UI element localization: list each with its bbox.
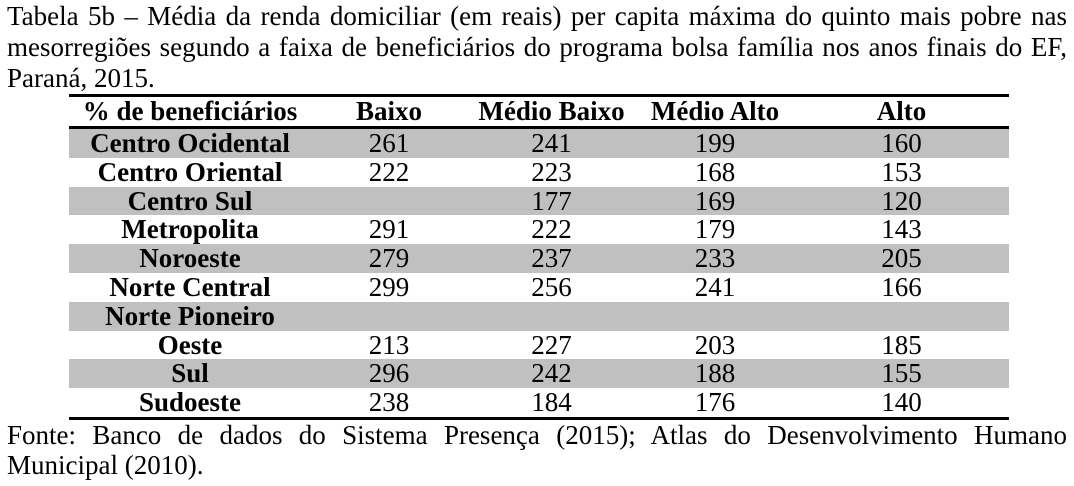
table-row-centro-oriental: Centro Oriental 222 223 168 153: [69, 158, 1009, 187]
cell-baixo: 238: [368, 388, 410, 417]
cell-medio-alto: 188: [694, 359, 736, 389]
cell-medio-baixo: 241: [531, 129, 572, 158]
cell-baixo: [311, 302, 467, 331]
cell-medio-baixo: 256: [531, 272, 572, 302]
cell-alto: 166: [881, 272, 922, 302]
cell-alto: 185: [881, 330, 922, 360]
cell-medio-baixo: 227: [531, 330, 572, 360]
cell-medio-baixo: 177: [531, 186, 572, 216]
cell-alto: [794, 302, 1009, 331]
cell-medio-alto: 203: [694, 330, 736, 360]
cell-alto: 140: [881, 388, 922, 417]
column-header-medio-baixo: Médio Baixo: [478, 97, 625, 126]
source-line-1: Fonte: Banco de dados do Sistema Presenç…: [7, 419, 1067, 450]
row-label: Norte Central: [109, 272, 271, 302]
row-label: Sudoeste: [138, 388, 241, 417]
row-label: Oeste: [157, 330, 223, 360]
table-row-oeste: Oeste 213 227 203 185: [69, 331, 1009, 360]
table-row-noroeste: Noroeste 279 237 233 205: [69, 244, 1009, 273]
column-header-alto: Alto: [876, 97, 927, 126]
cell-medio-baixo: 242: [531, 359, 572, 389]
cell-medio-alto: 176: [694, 388, 736, 417]
table-row-sudoeste: Sudoeste 238 184 176 140: [69, 388, 1009, 417]
table-header-row: % de beneficiários Baixo Médio Baixo Méd…: [69, 97, 1009, 126]
cell-baixo: 222: [368, 157, 410, 187]
table-row-sul: Sul 296 242 188 155: [69, 359, 1009, 389]
caption-line-2: mesorregiões segundo a faixa de benefici…: [7, 32, 1067, 63]
source-note: Fonte: Banco de dados do Sistema Presenç…: [7, 420, 1067, 482]
cell-alto: 143: [881, 215, 922, 245]
caption-line-1: Tabela 5b – Média da renda domiciliar (e…: [7, 1, 1067, 32]
column-header-beneficiarios: % de beneficiários: [82, 97, 298, 126]
cell-baixo: 296: [368, 359, 410, 389]
cell-baixo: 213: [368, 330, 410, 360]
caption-line-3: Paraná, 2015.: [7, 62, 155, 93]
cell-baixo: [311, 187, 467, 216]
cell-medio-alto: 241: [694, 272, 736, 302]
cell-medio-baixo: 222: [531, 215, 572, 245]
column-header-medio-alto: Médio Alto: [650, 97, 780, 126]
cell-medio-alto: 169: [694, 186, 736, 216]
row-label: Centro Oriental: [97, 157, 283, 187]
cell-alto: 120: [881, 186, 922, 216]
row-label: Norte Pioneiro: [105, 301, 275, 331]
row-label: Metropolita: [121, 215, 259, 245]
cell-medio-baixo: 237: [531, 244, 572, 273]
cell-alto: 205: [881, 244, 922, 273]
cell-medio-alto: 168: [694, 157, 736, 187]
cell-medio-alto: 199: [694, 129, 736, 158]
table-row-norte-pioneiro: Norte Pioneiro: [69, 301, 1009, 331]
cell-medio-alto: [636, 302, 794, 331]
cell-baixo: 299: [368, 272, 410, 302]
cell-medio-alto: 179: [694, 215, 736, 245]
table-caption: Tabela 5b – Média da renda domiciliar (e…: [7, 1, 1067, 93]
table-row-centro-ocidental: Centro Ocidental 261 241 199 160: [69, 129, 1009, 158]
cell-medio-alto: 233: [694, 244, 736, 273]
cell-baixo: 279: [368, 244, 410, 273]
cell-medio-baixo: [467, 302, 636, 331]
table-row-centro-sul: Centro Sul 177 169 120: [69, 186, 1009, 216]
row-label: Sul: [171, 359, 209, 389]
row-label: Centro Ocidental: [90, 129, 290, 158]
cell-baixo: 291: [368, 215, 410, 245]
source-line-2: Municipal (2010).: [7, 450, 204, 481]
data-table: % de beneficiários Baixo Médio Baixo Méd…: [69, 94, 1009, 420]
cell-medio-baixo: 223: [531, 157, 572, 187]
column-header-baixo: Baixo: [355, 97, 422, 126]
row-label: Centro Sul: [127, 186, 253, 216]
row-label: Noroeste: [139, 244, 241, 273]
table-row-metropolita: Metropolita 291 222 179 143: [69, 215, 1009, 244]
table-bottom-rule: [69, 416, 1009, 420]
cell-alto: 160: [881, 129, 922, 158]
cell-alto: 155: [881, 359, 922, 389]
cell-baixo: 261: [368, 129, 410, 158]
table-header-rule: [69, 126, 1009, 129]
cell-medio-baixo: 184: [531, 388, 572, 417]
table-row-norte-central: Norte Central 299 256 241 166: [69, 273, 1009, 302]
table-top-rule: [69, 94, 1009, 97]
cell-alto: 153: [881, 157, 922, 187]
